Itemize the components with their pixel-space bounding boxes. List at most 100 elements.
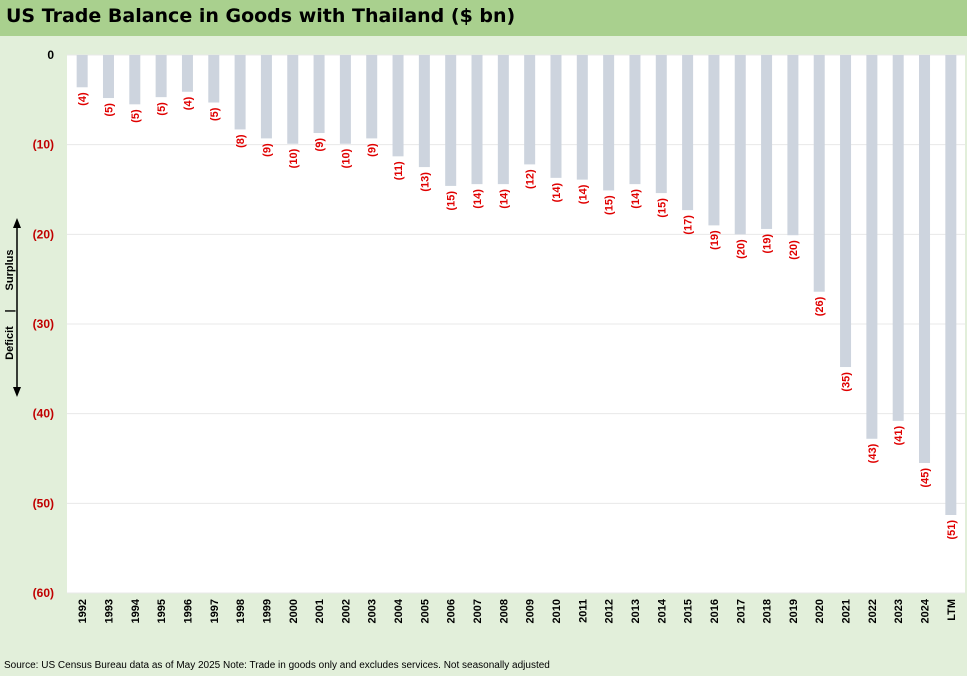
bars	[76, 55, 957, 515]
deficit-label: Deficit	[4, 326, 16, 360]
bar	[392, 55, 404, 157]
x-tick-label: 1999	[261, 599, 273, 623]
bar	[892, 55, 904, 421]
x-tick-label: 2006	[446, 599, 458, 623]
x-axis-ticks: 1992 1993 1994 1995 1996 1997 1998 1999 2000 2001…	[77, 598, 958, 623]
x-tick-label: 2018	[762, 599, 774, 623]
x-tick-label: 1998	[235, 599, 247, 623]
x-tick-label: 2013	[630, 599, 642, 623]
chart-title: US Trade Balance in Goods with Thailand …	[6, 5, 516, 27]
bar	[603, 55, 615, 191]
x-tick-label: 2014	[656, 598, 668, 623]
y-tick-label: (50)	[33, 496, 54, 510]
bar	[181, 55, 193, 92]
x-tick-label: 2011	[577, 599, 589, 623]
y-tick-label: 0	[47, 48, 54, 62]
bar	[945, 55, 957, 515]
bar	[366, 55, 378, 139]
x-tick-label: 2005	[419, 599, 431, 623]
data-label: (51)	[946, 520, 958, 540]
bar	[76, 55, 88, 88]
data-labels: (4) (5) (5) (5) (4) (5) (8) (9) (10) (9) (10) (9) (1…	[77, 92, 958, 540]
arrow-up-icon	[13, 218, 21, 228]
x-tick-label: 1997	[209, 599, 221, 623]
title-band: US Trade Balance in Goods with Thailand …	[0, 0, 967, 36]
x-tick-label: 2003	[367, 599, 379, 623]
data-label: (14)	[551, 183, 563, 203]
data-label: (17)	[683, 215, 695, 235]
gridlines	[67, 54, 965, 594]
data-label: (9)	[367, 143, 379, 157]
data-label: (20)	[735, 239, 747, 259]
data-label: (14)	[498, 189, 510, 209]
bar	[155, 55, 167, 98]
source-note: Source: US Census Bureau data as of May …	[4, 660, 550, 671]
bar	[524, 55, 536, 165]
x-tick-label: 2020	[814, 599, 826, 623]
x-tick-label: 2002	[340, 599, 352, 623]
x-tick-label: 2021	[841, 599, 853, 623]
data-label: (5)	[130, 109, 142, 123]
x-tick-label: 2016	[709, 599, 721, 623]
x-tick-label: 2023	[893, 599, 905, 623]
x-tick-label: 2019	[788, 599, 800, 623]
data-label: (35)	[841, 372, 853, 392]
bar	[471, 55, 483, 185]
bar	[129, 55, 141, 105]
bar	[866, 55, 878, 439]
bar	[445, 55, 457, 186]
bar	[550, 55, 562, 178]
x-tick-label: 2008	[498, 599, 510, 623]
x-tick-label: 2017	[735, 599, 747, 623]
bar	[313, 55, 325, 134]
data-label: (41)	[893, 426, 905, 446]
x-tick-label: 2012	[604, 599, 616, 623]
bar	[234, 55, 246, 130]
data-label: (5)	[103, 103, 115, 117]
data-label: (4)	[77, 92, 89, 106]
y-tick-label: (60)	[33, 586, 54, 600]
data-label: (20)	[788, 240, 800, 260]
x-tick-label: 2001	[314, 599, 326, 623]
bar	[576, 55, 588, 180]
y-tick-label: (40)	[33, 407, 54, 421]
arrow-down-icon	[13, 387, 21, 397]
x-tick-label: 2015	[683, 599, 695, 623]
data-label: (26)	[814, 296, 826, 316]
bar	[787, 55, 799, 236]
x-tick-label: 1992	[77, 599, 89, 623]
x-tick-label: LTM	[946, 599, 958, 621]
x-tick-label: 2007	[472, 599, 484, 623]
bar	[339, 55, 351, 144]
data-label: (10)	[340, 148, 352, 168]
data-label: (12)	[525, 169, 537, 189]
bar	[418, 55, 430, 168]
bar	[761, 55, 773, 229]
bar	[708, 55, 720, 226]
bar	[208, 55, 220, 103]
data-label: (9)	[314, 138, 326, 152]
surplus-deficit-indicator: Surplus | Deficit	[4, 218, 21, 397]
x-tick-label: 1995	[156, 599, 168, 623]
data-label: (14)	[577, 184, 589, 204]
data-label: (13)	[419, 172, 431, 192]
x-tick-label: 2024	[920, 598, 932, 623]
data-label: (11)	[393, 161, 405, 180]
bar	[919, 55, 931, 463]
data-label: (19)	[709, 230, 721, 250]
data-label: (5)	[209, 107, 221, 121]
data-label: (15)	[656, 198, 668, 218]
bar	[102, 55, 114, 99]
x-tick-label: 2022	[867, 599, 879, 623]
bar	[260, 55, 272, 139]
bar	[840, 55, 852, 368]
y-axis-ticks: 0 (10) (20) (30) (40) (50) (60)	[33, 48, 55, 600]
y-tick-label: (10)	[33, 138, 54, 152]
data-label: (14)	[472, 189, 484, 209]
surplus-label: Surplus	[4, 250, 16, 291]
bar	[497, 55, 509, 185]
bar	[682, 55, 694, 211]
bar	[287, 55, 299, 144]
x-tick-label: 1994	[130, 598, 142, 623]
